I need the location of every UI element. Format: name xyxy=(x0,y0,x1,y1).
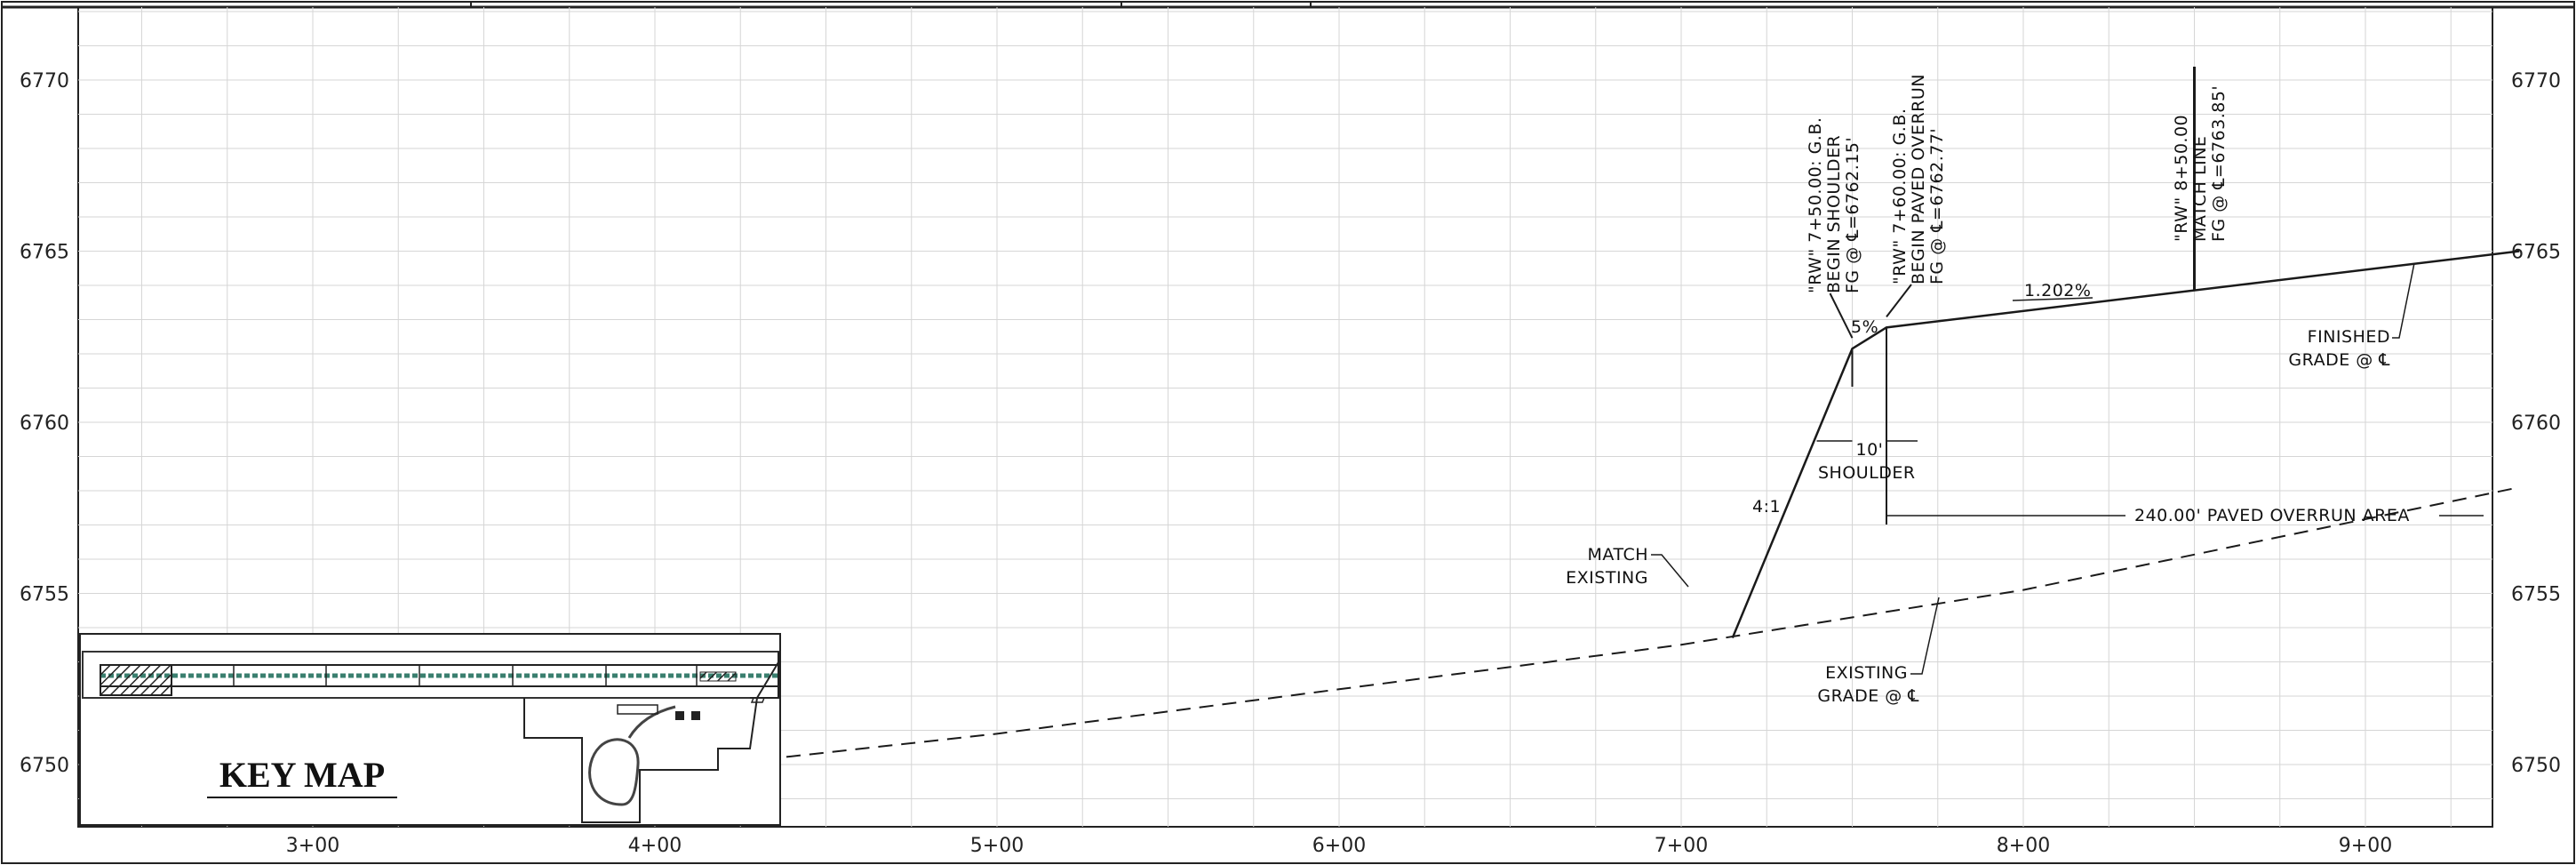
key-map-apron-edge xyxy=(750,652,779,699)
begin-shoulder-line-2: BEGIN SHOULDER xyxy=(1824,135,1844,293)
match-line-line-3: FG @ ℄=6763.85' xyxy=(2209,85,2229,242)
y-axis-left: 6770 6765 6760 6755 6750 xyxy=(20,70,69,777)
y-tick-label-left: 6765 xyxy=(20,242,69,264)
begin-shoulder-note: "RW" 7+50.00: G.B. BEGIN SHOULDER FG @ ℄… xyxy=(1806,117,1862,293)
y-tick-label-right: 6770 xyxy=(2511,70,2561,92)
begin-overrun-note: "RW" 7+60.00: G.B. BEGIN PAVED OVERRUN F… xyxy=(1890,74,1947,284)
begin-overrun-line-1: "RW" 7+60.00: G.B. xyxy=(1890,108,1910,284)
x-tick-label: 8+00 xyxy=(1997,835,2050,857)
key-map-title: KEY MAP xyxy=(219,755,385,795)
match-line-line-2: MATCH LINE xyxy=(2190,136,2210,242)
shoulder-slope-label: 5% xyxy=(1851,317,1878,337)
key-map-building xyxy=(617,704,658,715)
leader-line xyxy=(1829,292,1854,339)
key-map-frame xyxy=(79,633,781,826)
shoulder-width-label: 10' xyxy=(1856,440,1884,460)
key-map-inset: KEY MAP xyxy=(79,633,781,826)
x-tick-label: 3+00 xyxy=(286,835,339,857)
match-line-note: "RW" 8+50.00 MATCH LINE FG @ ℄=6763.85' xyxy=(2172,85,2229,242)
y-tick-label-left: 6750 xyxy=(20,755,69,777)
slope-percent-label: 1.202% xyxy=(2024,281,2091,300)
begin-overrun-line-2: BEGIN PAVED OVERRUN xyxy=(1909,74,1928,284)
existing-grade-callout: EXISTING GRADE @ ℄ xyxy=(1817,597,1940,706)
y-tick-label-left: 6760 xyxy=(20,412,69,435)
slope-underline xyxy=(2012,297,2093,301)
shoulder-dimension: 10' SHOULDER xyxy=(1816,440,1918,483)
begin-shoulder-line-3: FG @ ℄=6762.15' xyxy=(1843,137,1862,293)
key-map-marker xyxy=(691,711,700,720)
x-axis: 3+00 4+00 5+00 6+00 7+00 8+00 9+00 xyxy=(286,835,2392,857)
x-tick-label: 6+00 xyxy=(1312,835,1366,857)
key-map-road xyxy=(627,705,676,739)
match-existing-label-2: EXISTING xyxy=(1566,568,1648,588)
y-tick-label-left: 6755 xyxy=(20,584,69,606)
side-slope-label: 4:1 xyxy=(1752,497,1781,517)
match-existing-label-1: MATCH xyxy=(1588,545,1648,565)
y-axis-right: 6770 6765 6760 6755 6750 xyxy=(2511,70,2561,777)
shoulder-label: SHOULDER xyxy=(1818,463,1916,483)
plot-frame xyxy=(77,6,2493,828)
begin-overrun-line-3: FG @ ℄=6762.77' xyxy=(1927,128,1947,284)
x-tick-label: 9+00 xyxy=(2339,835,2392,857)
leader-line xyxy=(1886,284,1912,317)
x-tick-label: 7+00 xyxy=(1655,835,1708,857)
match-existing-callout: MATCH EXISTING xyxy=(1566,545,1689,588)
existing-grade-label-2: GRADE @ ℄ xyxy=(1817,686,1919,706)
begin-shoulder-line-1: "RW" 7+50.00: G.B. xyxy=(1806,117,1825,293)
y-tick-label-right: 6765 xyxy=(2511,242,2561,264)
key-map-detail xyxy=(750,697,765,703)
x-tick-label: 5+00 xyxy=(970,835,1024,857)
finished-grade-label-2: GRADE @ ℄ xyxy=(2288,350,2390,370)
y-tick-label-right: 6750 xyxy=(2511,755,2561,777)
y-tick-label-right: 6755 xyxy=(2511,584,2561,606)
match-line-line-1: "RW" 8+50.00 xyxy=(2172,115,2191,242)
finished-grade-callout: FINISHED GRADE @ ℄ xyxy=(2288,262,2415,370)
key-map-apron xyxy=(523,697,758,823)
key-map-road-loop xyxy=(588,738,640,806)
key-map-edge xyxy=(756,661,779,699)
key-map-hatched-overrun xyxy=(100,664,172,696)
x-tick-label: 4+00 xyxy=(628,835,682,857)
finished-grade-line xyxy=(1731,250,2520,639)
y-tick-label-left: 6770 xyxy=(20,70,69,92)
overrun-area-label: 240.00' PAVED OVERRUN AREA xyxy=(2134,506,2410,525)
y-tick-label-right: 6760 xyxy=(2511,412,2561,435)
existing-grade-label-1: EXISTING xyxy=(1825,663,1908,683)
key-map-hatched-end xyxy=(699,671,737,682)
overrun-dimension: 240.00' PAVED OVERRUN AREA xyxy=(1886,506,2484,525)
key-map-marker xyxy=(675,711,684,720)
finished-grade-label-1: FINISHED xyxy=(2308,327,2390,347)
